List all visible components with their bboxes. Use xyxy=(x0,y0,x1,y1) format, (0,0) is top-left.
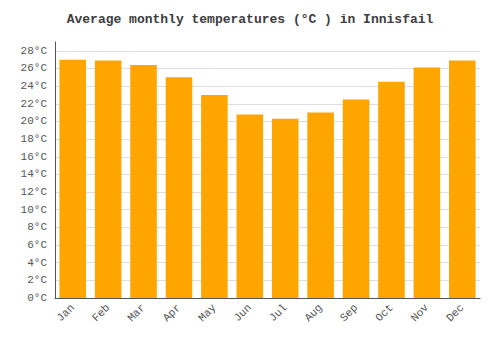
svg-text:Apr: Apr xyxy=(161,302,183,324)
svg-text:Dec: Dec xyxy=(444,302,466,324)
svg-text:Jun: Jun xyxy=(232,302,254,324)
svg-text:12°C: 12°C xyxy=(21,186,48,198)
svg-text:24°C: 24°C xyxy=(21,80,48,92)
svg-text:6°C: 6°C xyxy=(27,239,47,251)
svg-text:Oct: Oct xyxy=(373,302,395,324)
svg-text:10°C: 10°C xyxy=(21,204,48,216)
svg-text:0°C: 0°C xyxy=(27,292,47,304)
svg-text:22°C: 22°C xyxy=(21,98,48,110)
svg-text:Aug: Aug xyxy=(302,302,324,324)
svg-text:Jan: Jan xyxy=(54,302,76,324)
svg-text:Feb: Feb xyxy=(90,302,112,324)
svg-text:May: May xyxy=(196,301,219,324)
svg-text:8°C: 8°C xyxy=(27,221,47,233)
svg-text:Sep: Sep xyxy=(338,302,360,324)
svg-text:14°C: 14°C xyxy=(21,168,48,180)
svg-text:Average monthly temperatures (: Average monthly temperatures (°C ) in In… xyxy=(67,12,434,27)
svg-text:18°C: 18°C xyxy=(21,133,48,145)
svg-text:Mar: Mar xyxy=(125,302,147,324)
svg-text:2°C: 2°C xyxy=(27,274,47,286)
svg-text:28°C: 28°C xyxy=(21,45,48,57)
svg-text:Jul: Jul xyxy=(267,302,289,324)
svg-text:Nov: Nov xyxy=(409,301,432,324)
svg-text:20°C: 20°C xyxy=(21,115,48,127)
svg-text:26°C: 26°C xyxy=(21,62,48,74)
svg-text:4°C: 4°C xyxy=(27,257,47,269)
svg-text:16°C: 16°C xyxy=(21,151,48,163)
